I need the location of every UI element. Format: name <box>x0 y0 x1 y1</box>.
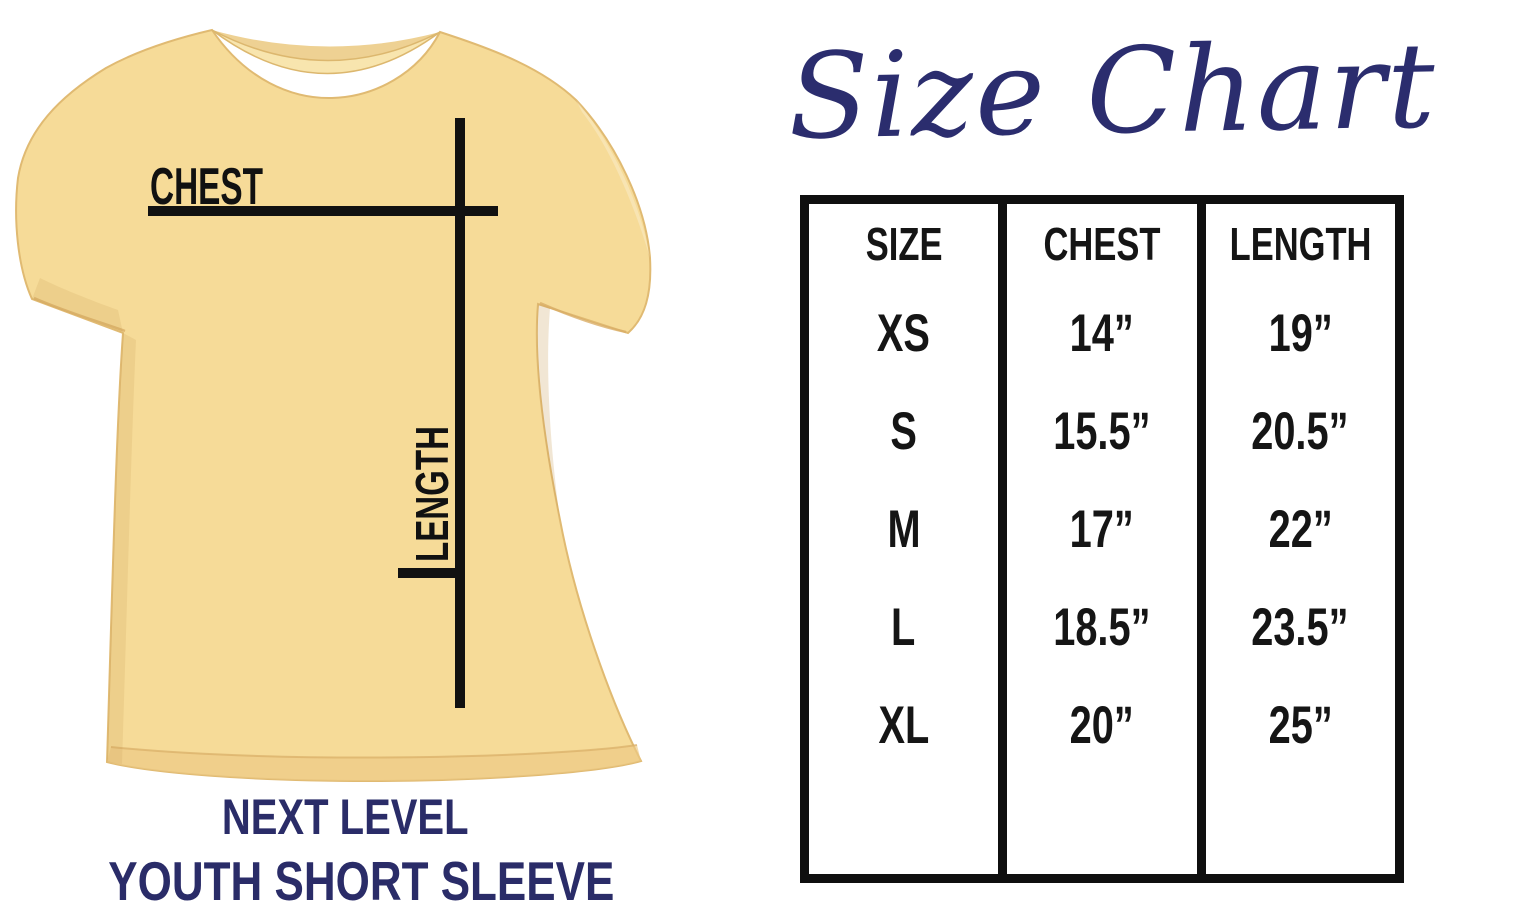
hem-seam <box>110 744 638 759</box>
cell-s-chest: 15.5” <box>1053 401 1151 461</box>
cell-l-chest: 18.5” <box>1053 597 1151 657</box>
table-cell: 19” <box>1258 284 1343 382</box>
length-label: LENGTH <box>406 426 458 562</box>
cell-s-size: S <box>890 401 917 461</box>
size-table-column-chest: CHEST 14” 15.5” 17” 18.5” 20” <box>998 204 1196 874</box>
column-header-chest: CHEST <box>1024 204 1180 284</box>
table-cell: 15.5” <box>1037 382 1167 480</box>
table-cell: 20.5” <box>1235 382 1365 480</box>
product-name: NEXT LEVEL <box>45 792 645 842</box>
table-cell: 25” <box>1258 676 1343 774</box>
tshirt-illustration: CHEST LENGTH <box>0 0 680 915</box>
size-table-column-size: SIZE XS S M L XL <box>809 204 998 874</box>
column-header-length: LENGTH <box>1206 204 1395 284</box>
cell-l-length: 23.5” <box>1251 597 1349 657</box>
table-cell: M <box>882 480 926 578</box>
cell-xl-chest: 20” <box>1069 695 1135 755</box>
product-caption: NEXT LEVEL YOUTH SHORT SLEEVE <box>45 792 645 909</box>
table-cell: 14” <box>1059 284 1144 382</box>
table-cell: XS <box>868 284 939 382</box>
column-header-size: SIZE <box>853 204 955 284</box>
size-table: SIZE XS S M L XL CHEST 14” 15.5” 17” 18.… <box>800 195 1404 883</box>
cell-l-size: L <box>891 597 916 657</box>
cell-m-size: M <box>887 499 921 559</box>
left-sleeve-seam <box>33 296 126 333</box>
column-header-length-label: LENGTH <box>1229 218 1372 270</box>
cell-m-chest: 17” <box>1069 499 1135 559</box>
table-cell: L <box>887 578 919 676</box>
product-name-text: NEXT LEVEL <box>221 789 469 845</box>
cell-xl-size: XL <box>878 695 930 755</box>
cell-xs-size: XS <box>877 303 931 363</box>
tshirt-svg: CHEST LENGTH <box>15 28 652 783</box>
cell-xs-length: 19” <box>1268 303 1333 363</box>
page-title: Size Chart <box>787 15 1438 166</box>
left-underarm-shadow <box>32 278 123 333</box>
table-cell: XL <box>870 676 938 774</box>
table-cell: 17” <box>1059 480 1144 578</box>
cell-xl-length: 25” <box>1268 695 1333 755</box>
tshirt-collar <box>211 29 441 75</box>
product-style: YOUTH SHORT SLEEVE <box>45 854 645 909</box>
length-underline-tick <box>398 568 458 578</box>
cell-xs-chest: 14” <box>1069 303 1135 363</box>
length-measure-line <box>455 118 465 708</box>
chest-label: CHEST <box>150 158 263 216</box>
table-cell: 18.5” <box>1037 578 1167 676</box>
right-underarm-shadow <box>536 304 560 520</box>
left-body-shadow <box>107 333 136 764</box>
product-style-text: YOUTH SHORT SLEEVE <box>108 850 615 912</box>
table-cell: 20” <box>1059 676 1144 774</box>
table-cell: S <box>886 382 921 480</box>
table-cell: 23.5” <box>1235 578 1365 676</box>
column-header-chest-label: CHEST <box>1043 218 1161 270</box>
chest-measure-line <box>148 206 498 216</box>
table-cell: 22” <box>1258 480 1343 578</box>
right-sleeve-seam <box>539 301 627 334</box>
size-table-column-length: LENGTH 19” 20.5” 22” 23.5” 25” <box>1196 204 1395 874</box>
cell-m-length: 22” <box>1268 499 1333 559</box>
cell-s-length: 20.5” <box>1251 401 1349 461</box>
column-header-size-label: SIZE <box>865 218 942 270</box>
tshirt-hem <box>107 745 641 781</box>
